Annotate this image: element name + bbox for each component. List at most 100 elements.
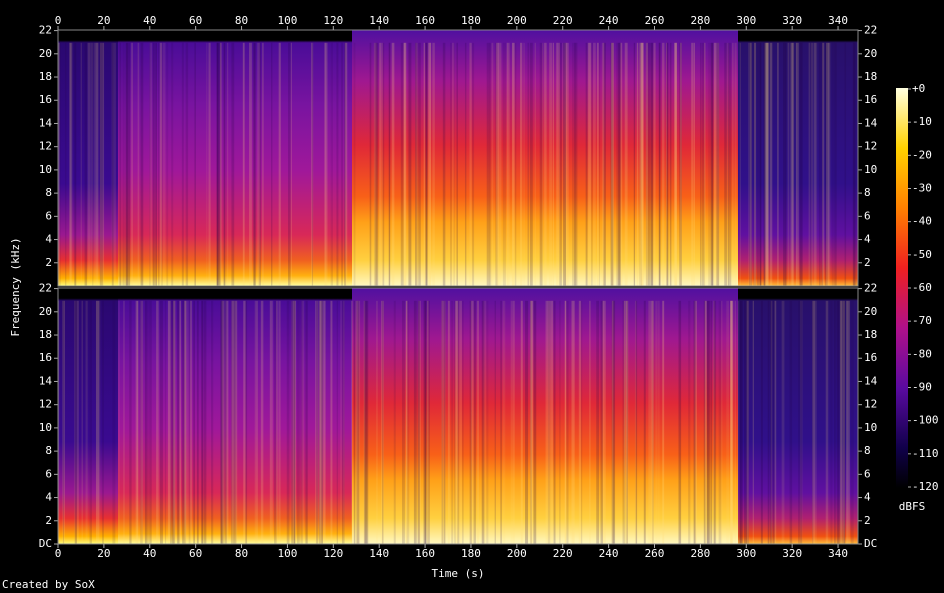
spectrogram-texture [223,42,225,286]
spectrogram-texture [94,42,96,286]
spectrogram-texture [418,300,421,544]
spectrogram-texture [341,300,345,544]
y-tick-label: 10 [39,163,52,176]
colorbar-tick-label: -110 [912,447,939,460]
plot-frame [57,287,859,545]
spectrogram-texture [256,300,258,544]
x-tick-label: 100 [277,547,297,560]
spectrogram-texture [355,300,358,544]
spectrogram-texture [278,42,281,286]
spectrogram-texture [231,42,235,286]
spectrogram-texture [231,300,235,544]
spectrogram-texture [363,300,367,544]
spectrogram-texture [76,300,79,544]
x-tick-label: 240 [599,14,619,27]
x-tick-label: 340 [828,547,848,560]
spectrogram-texture [102,300,104,544]
spectrogram-texture [129,300,132,544]
spectrogram-texture [596,300,600,544]
spectrogram-texture [172,300,175,544]
y-tick-label: 22 [864,282,877,295]
spectrogram-texture [152,42,154,286]
spectrogram-texture [570,300,574,544]
spectrogram-texture [364,300,368,544]
x-tick-label: 20 [97,547,110,560]
spectrogram-texture [464,42,467,286]
x-tick-label: 220 [553,14,573,27]
spectrogram-texture [230,300,233,544]
spectrogram-texture [769,300,773,544]
spectrogram-texture [296,300,300,544]
spectrogram-texture [593,42,596,286]
spectrogram-texture [549,42,553,286]
spectrogram-texture [674,42,677,286]
x-tick-label: 120 [323,14,343,27]
spectrogram-texture [655,300,657,544]
spectrogram-texture [424,300,426,544]
spectrogram-texture [611,42,614,286]
spectrogram-texture [634,300,637,544]
y-tick-label: 14 [864,374,878,387]
spectrogram-texture [171,42,174,286]
spectrogram-texture [85,300,88,544]
spectrogram-texture [693,42,695,286]
spectrogram-texture [290,300,293,544]
spectrogram-texture [122,42,124,286]
spectrogram-texture [601,42,605,286]
spectrogram-texture [694,300,697,544]
spectrogram-texture [58,42,60,286]
spectrogram-texture [740,300,743,544]
spectrogram-texture [451,42,455,286]
spectrogram-texture [675,42,678,286]
y-tick-label: 2 [864,256,871,269]
spectrogram-texture [201,300,203,544]
spectrogram-texture [330,42,333,286]
spectrogram-texture [147,300,150,544]
spectrogram-texture [840,300,842,544]
x-tick-label: 280 [690,547,710,560]
spectrogram-texture [585,42,587,286]
y-tick-label: 12 [864,140,877,153]
spectrogram-texture [127,42,130,286]
x-tick-label: 60 [189,547,202,560]
spectrogram-texture [59,42,61,286]
spectrogram-texture [69,42,71,286]
y-tick-label: 6 [45,467,52,480]
spectrogram-texture [254,300,256,544]
spectrogram-texture [506,42,509,286]
spectrogram-texture [511,42,515,286]
spectrogram-texture [271,300,274,544]
spectrogram-texture [854,42,858,286]
spectrogram-texture [611,300,613,544]
spectrogram-texture [227,42,229,286]
spectrogram-texture [703,300,706,544]
spectrogram-texture [206,42,208,286]
spectrogram-texture [830,300,833,544]
x-tick-label: 220 [553,547,573,560]
spectrogram-texture [774,300,777,544]
x-tick-label: 20 [97,14,110,27]
spectrogram-texture [381,300,384,544]
spectrogram-texture [494,300,496,544]
spectrogram-texture [425,42,427,286]
y-axis-label: Frequency (kHz) [9,237,22,336]
spectrogram-texture [838,300,841,544]
spectrogram-region [352,288,738,544]
spectrogram-texture [323,300,326,544]
spectrogram-texture [193,300,195,544]
spectrogram-texture [713,300,715,544]
spectrogram-texture [363,300,366,544]
spectrogram-texture [679,42,682,286]
spectrogram-texture [790,42,793,286]
spectrogram-texture [527,42,530,286]
spectrogram-texture [612,42,614,286]
spectrogram-texture [831,42,835,286]
y-tick-label: 20 [864,305,877,318]
spectrogram-texture [815,300,817,544]
spectrogram-texture [498,42,502,286]
x-axis-label: Time (s) [432,567,485,580]
y-tick-label: 22 [864,24,877,37]
colorbar-tick-label: +0 [912,82,925,95]
spectrogram-texture [547,300,551,544]
spectrogram-texture [477,300,479,544]
